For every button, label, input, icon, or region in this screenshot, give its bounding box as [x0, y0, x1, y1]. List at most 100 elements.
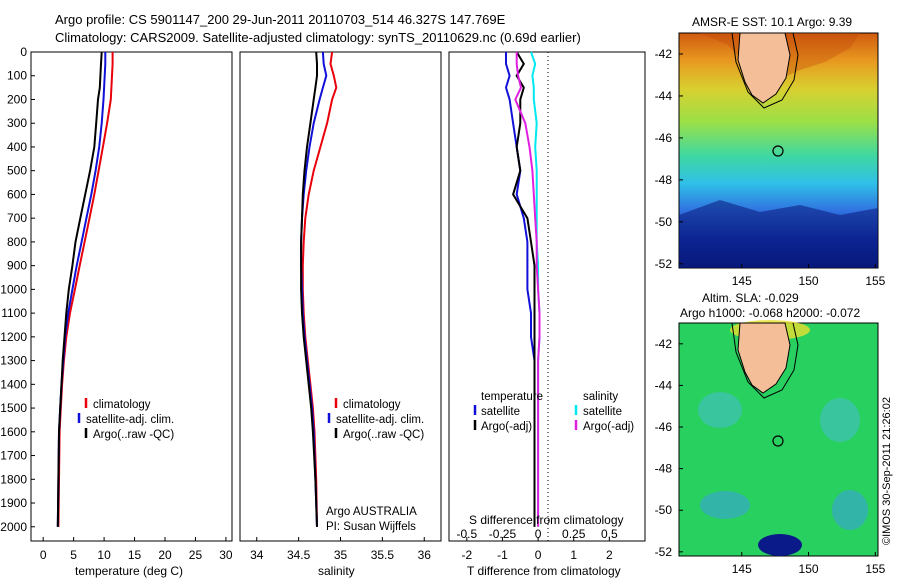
depth-tick-label: 1200 [0, 330, 27, 344]
header-line2: Climatology: CARS2009. Satellite-adjuste… [55, 30, 581, 45]
depth-tick-label: 700 [7, 211, 27, 225]
x-tick-label: -1 [497, 548, 508, 562]
difference-profiles [504, 51, 541, 527]
legend-climatology: climatology [343, 399, 401, 411]
x-tick-label: 0 [535, 548, 542, 562]
depth-tick-label: 400 [7, 140, 27, 154]
x-tick-label: 25 [189, 548, 203, 562]
depth-tick-label: 1600 [0, 425, 27, 439]
lat-tick-label: -46 [655, 420, 673, 434]
x-tick-label: 20 [158, 548, 172, 562]
x-tick-label: 0 [40, 548, 47, 562]
lon-tick-label: 150 [799, 562, 819, 576]
legend-climatology: climatology [93, 399, 151, 411]
temperature-legend: climatology satellite-adj. clim. Argo(..… [77, 398, 174, 441]
lon-tick-label: 145 [732, 562, 752, 576]
tasmania-land [737, 322, 791, 394]
sst-cold-patch [679, 200, 878, 268]
x-tick-label: 2 [606, 548, 613, 562]
temperature-xlabel: temperature (deg C) [75, 564, 183, 578]
lat-tick-label: -48 [655, 462, 673, 476]
sla-map-title-1: Altim. SLA: -0.029 [702, 291, 799, 305]
sst-map-title: AMSR-E SST: 10.1 Argo: 9.39 [692, 15, 852, 29]
salinity-plot-frame [239, 51, 442, 542]
salinity-x-axis: 34 34.5 35 35.5 36 [250, 537, 431, 562]
s-diff-tick-label: 0.5 [601, 527, 618, 541]
depth-tick-label: 200 [7, 92, 27, 106]
series-line-2-1 [512, 51, 536, 527]
sla-map-panel: Altim. SLA: -0.029 Argo h1000: -0.068 h2… [655, 291, 886, 576]
panel-difference: -2 -1 0 1 2 S difference from climatology -0… [448, 51, 646, 578]
header-line1: Argo profile: CS 5901147_200 29-Jun-2011… [55, 12, 506, 27]
sst-map-panel: AMSR-E SST: 10.1 Argo: 9.39 -42 -44 -46 -48… [655, 15, 886, 288]
lon-tick-label: 150 [799, 274, 819, 288]
temperature-profiles [56, 51, 114, 527]
series-line-2-3 [514, 52, 541, 527]
legend-s-satellite: satellite [583, 406, 622, 418]
x-tick-label: 34.5 [287, 548, 311, 562]
series-line-1-2 [300, 51, 318, 527]
x-tick-label: 35 [334, 548, 348, 562]
x-tick-label: -2 [461, 548, 472, 562]
s-diff-tick-label: -0.25 [489, 527, 517, 541]
imos-credit: ©IMOS 30-Sep-2011 21:26:02 [881, 397, 893, 545]
difference-x-axis: -2 -1 0 1 2 [461, 537, 613, 562]
lat-tick-label: -46 [655, 131, 673, 145]
legend-argo: Argo(..raw -QC) [93, 429, 174, 441]
lat-tick-label: -52 [655, 545, 673, 559]
lat-tick-label: -42 [655, 47, 673, 61]
depth-tick-label: 2000 [0, 520, 27, 534]
depth-axis: 0 100 200 300 400 500 600 700 800 900 1000 1100 1200… [0, 45, 35, 534]
legend-satellite: satellite-adj. clim. [86, 414, 174, 426]
x-tick-label: 15 [128, 548, 142, 562]
panel-temperature: 0100200300400500600700800900100011001200… [0, 45, 233, 578]
argo-australia-label: Argo AUSTRALIA [326, 506, 417, 518]
depth-tick-label: 600 [7, 187, 27, 201]
s-diff-tick-label: -0.5 [456, 527, 477, 541]
tasmania-land [737, 32, 791, 104]
sla-lat-axis: -42 -44 -46 -48 -50 -52 [655, 337, 683, 559]
salinity-legend: climatology satellite-adj. clim. Argo(..… [327, 398, 424, 441]
panel-salinity: 34 34.5 35 35.5 36 salinity climatology sate… [239, 51, 442, 578]
s-difference-ticks: -0.5 -0.25 0 0.25 0.5 [456, 527, 618, 541]
lon-tick-label: 145 [732, 274, 752, 288]
depth-tick-label: 1100 [1, 306, 27, 320]
x-tick-label: 34 [250, 548, 264, 562]
legend-group-salinity: salinity [583, 391, 618, 403]
argo-position-marker [772, 435, 784, 447]
x-tick-label: 5 [70, 548, 77, 562]
legend-argo: Argo(..raw -QC) [343, 429, 424, 441]
difference-plot-frame [448, 51, 646, 542]
legend-s-argo: Argo(-adj) [583, 421, 634, 433]
lat-tick-label: -50 [655, 503, 673, 517]
depth-tick-label: 1400 [0, 377, 27, 391]
legend-satellite: satellite-adj. clim. [336, 414, 424, 426]
sla-lon-axis: 145 150 155 [732, 552, 886, 576]
lat-tick-label: -50 [655, 215, 673, 229]
sla-patch [700, 491, 750, 519]
lat-tick-label: -44 [655, 378, 673, 392]
lat-tick-label: -48 [655, 173, 673, 187]
x-tick-label: 36 [418, 548, 432, 562]
sla-patch [832, 490, 868, 530]
depth-tick-label: 800 [7, 235, 27, 249]
depth-tick-label: 900 [7, 259, 27, 273]
depth-tick-label: 1800 [0, 472, 27, 486]
temperature-plot-frame [30, 51, 233, 542]
t-difference-xlabel: T difference from climatology [467, 564, 621, 578]
x-tick-label: 30 [219, 548, 233, 562]
sla-patch [820, 398, 860, 442]
pi-label: PI: Susan Wijffels [326, 521, 416, 533]
depth-tick-label: 300 [7, 116, 27, 130]
depth-tick-label: 100 [7, 69, 27, 83]
s-diff-tick-label: 0.25 [562, 527, 586, 541]
lon-tick-label: 155 [865, 274, 885, 288]
s-diff-tick-label: 0 [535, 527, 542, 541]
depth-tick-label: 1700 [0, 449, 27, 463]
depth-tick-label: 1500 [0, 401, 27, 415]
argo-position-marker [772, 145, 784, 157]
legend-t-argo: Argo(-adj) [481, 421, 532, 433]
salinity-profiles [300, 51, 338, 527]
depth-tick-label: 500 [7, 164, 27, 178]
